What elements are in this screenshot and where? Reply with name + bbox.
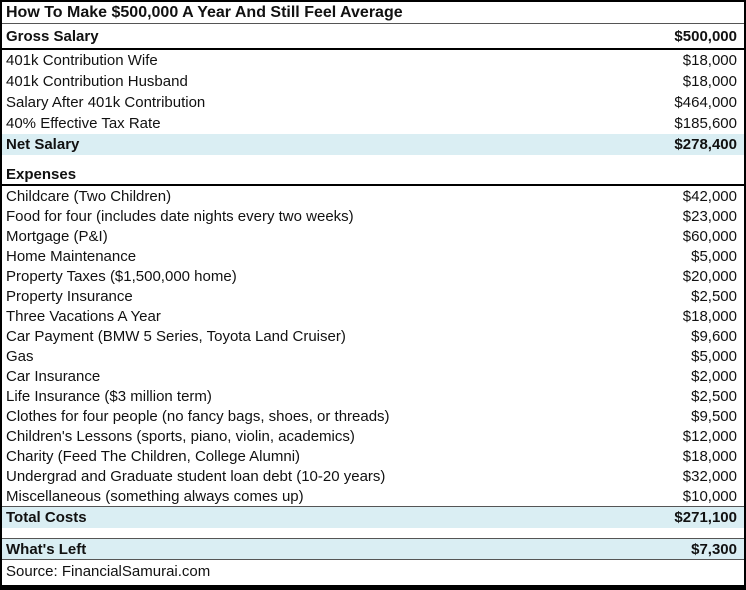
expense-row-property-taxes: Property Taxes ($1,500,000 home) $20,000 — [2, 266, 744, 286]
expense-row-property-insurance: Property Insurance $2,500 — [2, 286, 744, 306]
total-costs-label: Total Costs — [6, 509, 87, 526]
row-label: Property Taxes ($1,500,000 home) — [6, 267, 237, 285]
row-label: Car Insurance — [6, 367, 101, 385]
row-label: Clothes for four people (no fancy bags, … — [6, 407, 390, 425]
row-label: Salary After 401k Contribution — [6, 94, 206, 111]
expense-row-childcare: Childcare (Two Children) $42,000 — [2, 186, 744, 206]
expense-row-student-loans: Undergrad and Graduate student loan debt… — [2, 466, 744, 486]
row-label: Car Payment (BMW 5 Series, Toyota Land C… — [6, 327, 346, 345]
row-value: $32,000 — [682, 467, 737, 485]
expenses-header-row: Expenses — [2, 164, 744, 186]
expense-row-life-insurance: Life Insurance ($3 million term) $2,500 — [2, 386, 744, 406]
net-salary-value: $278,400 — [674, 136, 737, 153]
row-value: $20,000 — [682, 267, 737, 285]
whats-left-label: What's Left — [6, 540, 87, 558]
row-value: $9,600 — [691, 327, 737, 345]
row-label: Children's Lessons (sports, piano, violi… — [6, 427, 355, 445]
expense-row-food: Food for four (includes date nights ever… — [2, 206, 744, 226]
expense-row-childrens-lessons: Children's Lessons (sports, piano, violi… — [2, 426, 744, 446]
page-title: How To Make $500,000 A Year And Still Fe… — [6, 3, 403, 21]
expense-row-car-payment: Car Payment (BMW 5 Series, Toyota Land C… — [2, 326, 744, 346]
expense-row-charity: Charity (Feed The Children, College Alum… — [2, 446, 744, 466]
income-row-salary-after-401k: Salary After 401k Contribution $464,000 — [2, 92, 744, 113]
row-label: 40% Effective Tax Rate — [6, 115, 161, 132]
row-label: 401k Contribution Wife — [6, 52, 158, 69]
row-label: Childcare (Two Children) — [6, 187, 172, 205]
spacer-row — [2, 528, 744, 538]
row-value: $2,500 — [691, 387, 737, 405]
row-value: $2,000 — [691, 367, 737, 385]
row-value: $5,000 — [691, 347, 737, 365]
spacer-row — [2, 155, 744, 164]
expense-row-miscellaneous: Miscellaneous (something always comes up… — [2, 486, 744, 506]
expense-row-clothes: Clothes for four people (no fancy bags, … — [2, 406, 744, 426]
row-value: $464,000 — [674, 94, 737, 111]
source-row: Source: FinancialSamurai.com — [2, 560, 744, 582]
row-label: 401k Contribution Husband — [6, 73, 188, 90]
row-label: Food for four (includes date nights ever… — [6, 207, 354, 225]
whats-left-value: $7,300 — [691, 540, 737, 558]
expense-row-gas: Gas $5,000 — [2, 346, 744, 366]
expense-row-home-maintenance: Home Maintenance $5,000 — [2, 246, 744, 266]
row-label: Charity (Feed The Children, College Alum… — [6, 447, 301, 465]
net-salary-row: Net Salary $278,400 — [2, 134, 744, 155]
row-label: Three Vacations A Year — [6, 307, 161, 325]
source-text: Source: FinancialSamurai.com — [6, 562, 211, 580]
income-row-401k-wife: 401k Contribution Wife $18,000 — [2, 50, 744, 71]
row-value: $42,000 — [682, 187, 737, 205]
row-value: $18,000 — [682, 307, 737, 325]
row-value: $2,500 — [691, 287, 737, 305]
net-salary-label: Net Salary — [6, 136, 80, 153]
income-row-tax-rate: 40% Effective Tax Rate $185,600 — [2, 113, 744, 134]
expense-row-vacations: Three Vacations A Year $18,000 — [2, 306, 744, 326]
row-label: Property Insurance — [6, 287, 133, 305]
expense-row-mortgage: Mortgage (P&I) $60,000 — [2, 226, 744, 246]
row-value: $5,000 — [691, 247, 737, 265]
row-value: $9,500 — [691, 407, 737, 425]
row-label: Gas — [6, 347, 34, 365]
row-label: Mortgage (P&I) — [6, 227, 108, 245]
whats-left-row: What's Left $7,300 — [2, 538, 744, 560]
table-title-row: How To Make $500,000 A Year And Still Fe… — [2, 2, 744, 24]
gross-salary-row: Gross Salary $500,000 — [2, 24, 744, 50]
row-value: $23,000 — [682, 207, 737, 225]
row-value: $18,000 — [682, 52, 737, 69]
total-costs-value: $271,100 — [674, 509, 737, 526]
gross-salary-value: $500,000 — [674, 27, 737, 45]
income-row-401k-husband: 401k Contribution Husband $18,000 — [2, 71, 744, 92]
row-value: $18,000 — [682, 73, 737, 90]
row-value: $60,000 — [682, 227, 737, 245]
row-label: Home Maintenance — [6, 247, 137, 265]
row-value: $10,000 — [682, 487, 737, 505]
gross-salary-label: Gross Salary — [6, 27, 99, 45]
row-value: $185,600 — [674, 115, 737, 132]
row-label: Life Insurance ($3 million term) — [6, 387, 212, 405]
row-label: Undergrad and Graduate student loan debt… — [6, 467, 386, 485]
row-value: $12,000 — [682, 427, 737, 445]
expense-row-car-insurance: Car Insurance $2,000 — [2, 366, 744, 386]
row-label: Miscellaneous (something always comes up… — [6, 487, 304, 505]
expenses-header-label: Expenses — [6, 165, 77, 183]
row-value: $18,000 — [682, 447, 737, 465]
total-costs-row: Total Costs $271,100 — [2, 506, 744, 528]
